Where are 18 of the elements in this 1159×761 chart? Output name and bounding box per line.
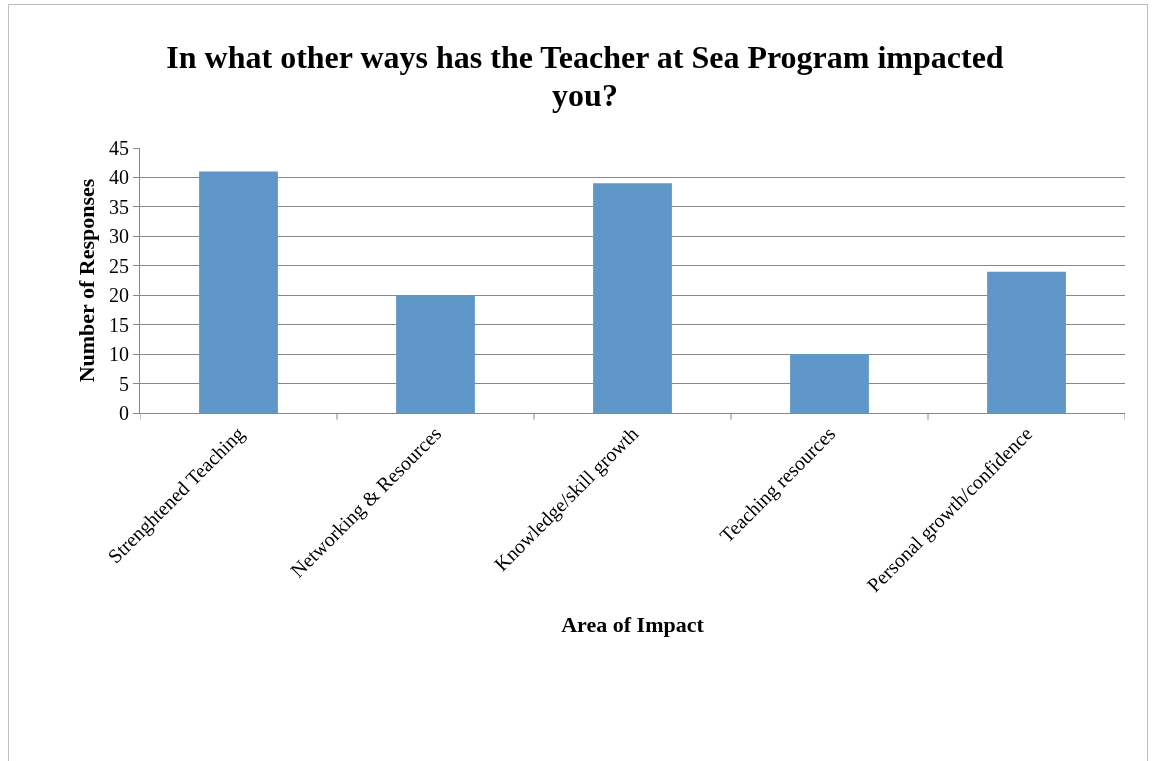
x-axis-title: Area of Impact [561,611,705,637]
y-tick-label: 15 [109,313,129,336]
y-axis-title: Number of Responses [73,178,99,383]
y-tick-label: 45 [109,137,129,159]
y-tick-label: 5 [119,372,129,395]
y-tick-label: 35 [109,195,129,218]
y-tick-label: 0 [119,402,129,424]
y-tick-label: 25 [109,254,129,277]
y-tick-label: 10 [109,343,129,366]
y-tick-label: 20 [109,284,129,307]
bar [790,354,869,413]
y-tick-label: 40 [109,166,129,189]
bar [593,183,672,413]
chart-title: In what other ways has the Teacher at Sea Program impacted you? [165,38,1005,114]
bar [199,171,278,413]
y-tick-label: 30 [109,225,129,248]
bar [987,271,1066,413]
bar [396,295,475,413]
